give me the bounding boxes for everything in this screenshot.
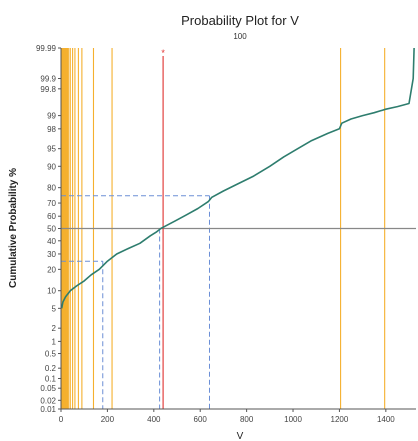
y-tick-label-18: 95 — [47, 145, 56, 154]
y-tick-label-17: 90 — [47, 162, 56, 171]
x-tick-label-7: 1400 — [377, 415, 395, 424]
y-tick-label-3: 0.1 — [45, 374, 57, 383]
y-tick-label-1: 0.02 — [40, 396, 56, 405]
y-tick-label-9: 10 — [47, 287, 56, 296]
y-tick-label-4: 0.2 — [45, 364, 57, 373]
chart-subtitle: 100 — [233, 32, 247, 41]
y-tick-label-16: 80 — [47, 184, 56, 193]
y-axis-label: Cumulative Probability % — [8, 168, 19, 288]
x-axis-label: V — [237, 431, 244, 441]
x-tick-label-1: 200 — [101, 415, 115, 424]
y-tick-label-21: 99.8 — [40, 85, 56, 94]
series-line-0 — [60, 47, 415, 309]
y-tick-label-22: 99.9 — [40, 75, 56, 84]
y-tick-label-11: 30 — [47, 250, 56, 259]
y-tick-label-6: 1 — [52, 337, 57, 346]
y-tick-label-2: 0.05 — [40, 384, 56, 393]
x-tick-label-0: 0 — [59, 415, 64, 424]
x-tick-label-3: 600 — [194, 415, 208, 424]
y-tick-label-5: 0.5 — [45, 350, 57, 359]
series-layer — [60, 47, 415, 309]
y-tick-label-12: 40 — [47, 237, 56, 246]
y-tick-label-7: 2 — [52, 324, 57, 333]
y-tick-label-14: 60 — [47, 212, 56, 221]
highlight-marker: * — [161, 48, 165, 58]
x-tick-label-5: 1000 — [284, 415, 302, 424]
x-tick-label-6: 1200 — [331, 415, 349, 424]
y-tick-label-19: 98 — [47, 125, 56, 134]
y-tick-label-13: 50 — [47, 225, 56, 234]
reference-line-layer: * — [61, 48, 416, 409]
y-tick-label-0: 0.01 — [40, 405, 56, 414]
y-ticks-layer: 0.010.02 0.050.10.2 0.5 1 2 5 10 20 30 40 50 60 70 80… — [36, 44, 61, 414]
y-tick-label-20: 99 — [47, 112, 56, 121]
x-ticks-layer: 0 200 400 600 800 1000 1200 1400 — [59, 409, 395, 424]
chart-title: Probability Plot for V — [181, 13, 299, 28]
percentile-guides-layer — [61, 195, 210, 409]
y-tick-label-23: 99.99 — [36, 44, 57, 53]
y-tick-label-15: 70 — [47, 199, 56, 208]
x-tick-label-2: 400 — [147, 415, 161, 424]
y-tick-label-10: 20 — [47, 265, 56, 274]
y-tick-label-8: 5 — [52, 304, 57, 313]
x-tick-label-4: 800 — [240, 415, 254, 424]
